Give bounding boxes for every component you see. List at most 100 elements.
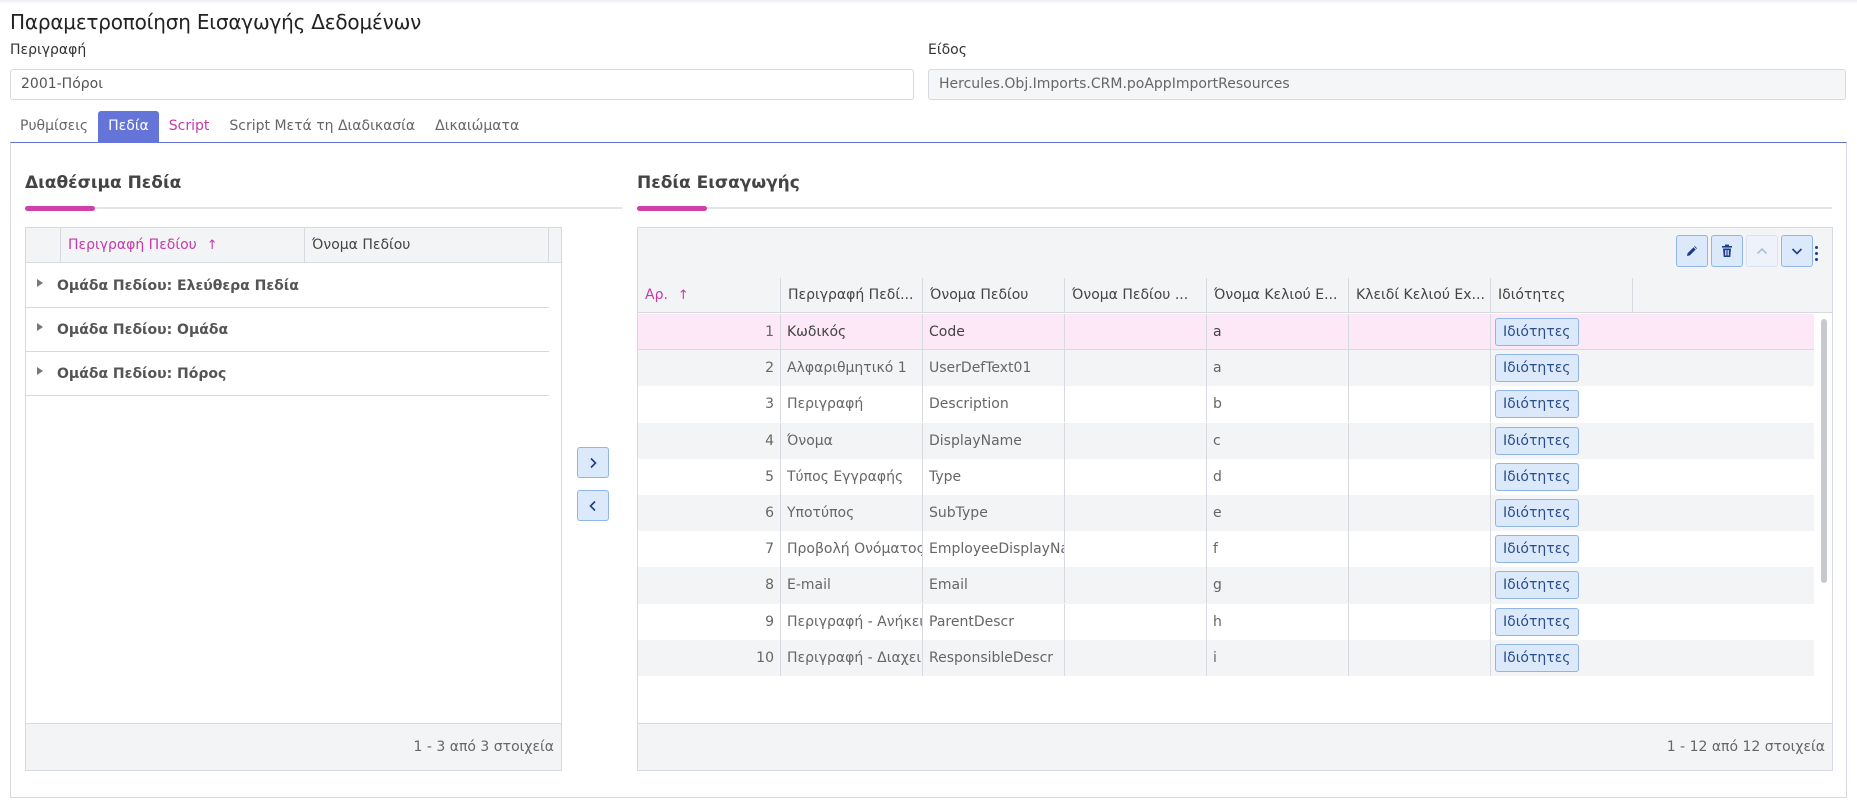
available-fields-title: Διαθέσιμα Πεδία	[25, 173, 182, 193]
column-header-field-name[interactable]: Όνομα Πεδίου	[304, 228, 548, 263]
sort-ascending-icon: ↑	[677, 288, 689, 303]
tab-script[interactable]: Script	[168, 118, 210, 134]
cell-excel-cell-key	[1348, 458, 1490, 495]
group-label: Ομάδα Πεδίου: Ομάδα	[57, 322, 229, 338]
cell-field-name-2	[1064, 422, 1206, 459]
column-header-field-description[interactable]: Περιγραφή Πεδί...	[780, 278, 922, 313]
expand-caret-icon[interactable]	[37, 279, 43, 287]
tab-fields[interactable]: Πεδία	[98, 111, 159, 142]
scrollbar-thumb[interactable]	[1821, 319, 1827, 583]
row-number: 3	[765, 396, 774, 413]
grid-header-indent	[26, 228, 60, 263]
cell-excel-cell-key	[1348, 386, 1490, 423]
table-row[interactable]: 9 Περιγραφή - Ανήκει σε ParentDescr h Ιδ…	[638, 603, 1814, 640]
column-header-field-name[interactable]: Όνομα Πεδίου	[922, 278, 1064, 313]
grid-footer-pager: 1 - 3 από 3 στοιχεία	[26, 723, 561, 770]
cell-properties: Ιδιότητες	[1490, 567, 1632, 604]
cell-excel-cell-key	[1348, 495, 1490, 531]
cell-excel-cell-key	[1348, 567, 1490, 604]
cell-field-name: Type	[922, 458, 1064, 495]
import-fields-title: Πεδία Εισαγωγής	[637, 173, 800, 193]
properties-button[interactable]: Ιδιότητες	[1495, 354, 1579, 383]
cell-field-name-2	[1064, 314, 1206, 350]
description-field[interactable]: 2001-Πόροι	[10, 69, 914, 100]
expand-caret-icon[interactable]	[37, 323, 43, 331]
properties-button[interactable]: Ιδιότητες	[1495, 499, 1579, 527]
column-header-excel-cell-key[interactable]: Κλειδί Κελιού Ex...	[1348, 278, 1490, 313]
group-row[interactable]: Ομάδα Πεδίου: Πόρος	[26, 352, 549, 396]
page-title: Παραμετροποίηση Εισαγωγής Δεδομένων	[10, 10, 422, 34]
tab-permissions[interactable]: Δικαιώματα	[435, 118, 520, 134]
section-divider	[637, 207, 1832, 209]
cell-properties: Ιδιότητες	[1490, 495, 1632, 531]
move-up-button[interactable]	[1746, 235, 1778, 267]
column-header-field-name-2[interactable]: Όνομα Πεδίου ...	[1064, 278, 1206, 313]
table-row[interactable]: 6 Υποτύπος SubType e Ιδιότητες	[638, 495, 1814, 532]
grid-header: Περιγραφή Πεδίου ↑ Όνομα Πεδίου	[26, 228, 561, 263]
properties-button[interactable]: Ιδιότητες	[1495, 643, 1579, 672]
cell-field-name-2	[1064, 567, 1206, 604]
row-number: 2	[765, 360, 774, 377]
table-row[interactable]: 3 Περιγραφή Description b Ιδιότητες	[638, 386, 1814, 423]
row-number: 7	[765, 541, 774, 558]
cell-field-name-2	[1064, 458, 1206, 495]
delete-button[interactable]	[1711, 235, 1743, 267]
column-header-properties[interactable]: Ιδιότητες	[1490, 278, 1632, 313]
import-fields-grid: Αρ. ↑ Περιγραφή Πεδί... Όνομα Πεδίου Όνομ…	[637, 227, 1833, 771]
cell-properties: Ιδιότητες	[1490, 639, 1632, 676]
column-header-excel-cell-name[interactable]: Όνομα Κελιού Ε...	[1206, 278, 1348, 313]
grid-toolbar	[638, 228, 1832, 278]
row-number: 8	[765, 577, 774, 594]
cell-field-name: DisplayName	[922, 422, 1064, 459]
table-row[interactable]: 8 E-mail Email g Ιδιότητες	[638, 567, 1814, 604]
cell-field-description: Περιγραφή - Ανήκει σε	[780, 603, 922, 640]
description-label: Περιγραφή	[10, 42, 87, 58]
grid-header: Αρ. ↑ Περιγραφή Πεδί... Όνομα Πεδίου Όνομ…	[638, 278, 1832, 313]
pencil-icon	[1687, 246, 1697, 256]
section-divider	[25, 207, 622, 209]
cell-excel-cell-name: a	[1206, 350, 1348, 387]
column-header-field-description[interactable]: Περιγραφή Πεδίου ↑	[60, 228, 304, 263]
kebab-menu-icon[interactable]	[1810, 241, 1822, 265]
properties-button[interactable]: Ιδιότητες	[1495, 607, 1579, 636]
add-field-button[interactable]	[577, 447, 609, 478]
cell-properties: Ιδιότητες	[1490, 386, 1632, 423]
table-row[interactable]: 7 Προβολή Ονόματος - Εργ EmployeeDisplay…	[638, 531, 1814, 568]
table-row[interactable]: 10 Περιγραφή - Διαχειριστή ResponsibleDe…	[638, 639, 1814, 676]
properties-button[interactable]: Ιδιότητες	[1495, 426, 1579, 455]
properties-button[interactable]: Ιδιότητες	[1495, 462, 1579, 491]
edit-button[interactable]	[1676, 235, 1708, 267]
properties-button[interactable]: Ιδιότητες	[1495, 390, 1579, 419]
chevron-down-icon	[1791, 248, 1803, 255]
tab-post-script[interactable]: Script Μετά τη Διαδικασία	[229, 118, 416, 134]
table-row[interactable]: 5 Τύπος Εγγραφής Type d Ιδιότητες	[638, 458, 1814, 495]
properties-button[interactable]: Ιδιότητες	[1495, 535, 1579, 564]
group-row[interactable]: Ομάδα Πεδίου: Ομάδα	[26, 308, 549, 352]
cell-excel-cell-key	[1348, 422, 1490, 459]
row-number: 10	[756, 649, 774, 666]
expand-caret-icon[interactable]	[37, 367, 43, 375]
remove-field-button[interactable]	[577, 490, 609, 521]
cell-field-name: ResponsibleDescr	[922, 639, 1064, 676]
group-row[interactable]: Ομάδα Πεδίου: Ελεύθερα Πεδία	[26, 264, 549, 308]
group-label: Ομάδα Πεδίου: Πόρος	[57, 366, 227, 382]
trash-icon	[1722, 244, 1732, 257]
properties-button[interactable]: Ιδιότητες	[1495, 571, 1579, 600]
section-accent	[637, 206, 707, 211]
grid-header-scroll-gap	[548, 228, 561, 263]
table-row[interactable]: 1 Κωδικός Code a Ιδιότητες	[638, 314, 1814, 351]
properties-button[interactable]: Ιδιότητες	[1495, 318, 1579, 346]
table-row[interactable]: 2 Αλφαριθμητικό 1 UserDefText01 a Ιδιότη…	[638, 350, 1814, 387]
cell-field-description: Προβολή Ονόματος - Εργ	[780, 531, 922, 568]
chevron-right-icon	[590, 457, 597, 468]
cell-excel-cell-name: b	[1206, 386, 1348, 423]
move-down-button[interactable]	[1781, 235, 1813, 267]
cell-field-description: Υποτύπος	[780, 495, 922, 531]
vertical-scrollbar[interactable]	[1816, 314, 1832, 740]
table-row[interactable]: 4 Όνομα DisplayName c Ιδιότητες	[638, 422, 1814, 459]
tab-settings[interactable]: Ρυθμίσεις	[20, 118, 89, 134]
group-label: Ομάδα Πεδίου: Ελεύθερα Πεδία	[57, 278, 299, 294]
cell-properties: Ιδιότητες	[1490, 531, 1632, 568]
cell-properties: Ιδιότητες	[1490, 350, 1632, 387]
column-header-number[interactable]: Αρ. ↑	[638, 278, 780, 313]
